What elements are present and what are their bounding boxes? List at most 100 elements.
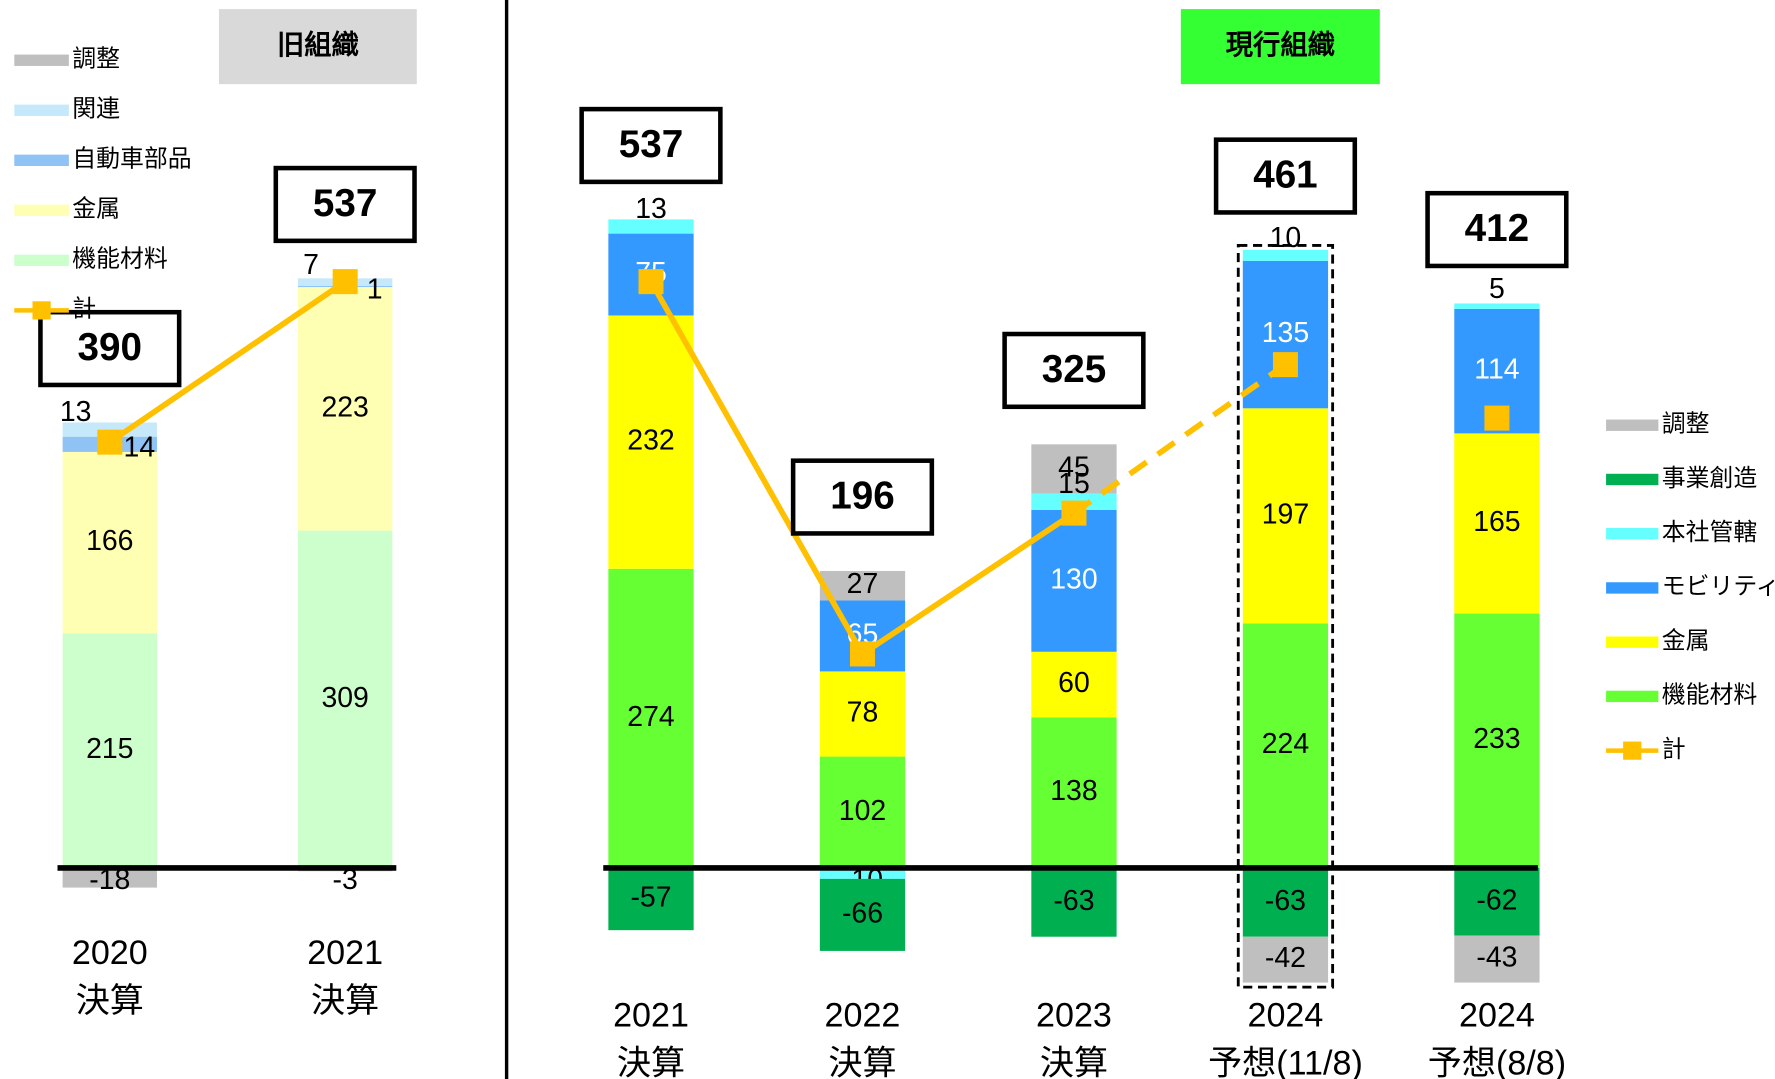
x-tick-label: 2022: [825, 997, 901, 1035]
total-box: [273, 165, 417, 244]
value-label: 60: [1058, 667, 1090, 699]
total-marker: [638, 269, 664, 295]
legend-label: 関連: [72, 96, 120, 123]
x-tick-label: 2020: [72, 934, 148, 972]
total-marker: [1484, 405, 1510, 431]
value-label: 197: [1262, 498, 1309, 530]
value-label: 135: [1262, 317, 1309, 349]
bar-segment: [1031, 444, 1117, 494]
value-label: -63: [1265, 885, 1306, 917]
total-marker: [1272, 352, 1298, 378]
x-tick-label: 決算: [617, 1044, 685, 1079]
title-box: [218, 9, 417, 85]
x-tick-label: 2023: [1036, 997, 1112, 1035]
bar-segment: [1242, 408, 1329, 624]
bar-segment: [1454, 303, 1540, 309]
total-label: 325: [1042, 348, 1106, 391]
x-tick-label: 2024: [1248, 997, 1324, 1035]
x-tick-label: 決算: [76, 982, 144, 1020]
value-label: 15: [1058, 468, 1090, 500]
bar-segment: [608, 867, 694, 931]
total-marker: [1061, 500, 1087, 526]
value-label: -57: [630, 882, 671, 914]
bar-segment: [819, 756, 906, 868]
x-tick-label: 2021: [613, 997, 689, 1035]
bar-segment: [62, 867, 157, 888]
value-label: 138: [1050, 775, 1097, 807]
x-tick-label: 2024: [1459, 997, 1535, 1035]
value-label: 13: [635, 193, 667, 225]
value-label: -62: [1476, 884, 1517, 916]
legend-marker: [32, 301, 51, 320]
bar-segment: [1242, 867, 1329, 937]
value-label: 166: [86, 525, 133, 557]
x-tick-label: 決算: [1040, 1044, 1108, 1079]
legend-label: 計: [72, 296, 96, 323]
x-tick-label: 予想(11/8): [1208, 1044, 1363, 1079]
value-label: 114: [1474, 354, 1519, 386]
value-label: 224: [1262, 728, 1309, 760]
total-marker: [97, 429, 123, 455]
total-label: 196: [830, 474, 894, 517]
legend-swatch: [1606, 690, 1659, 703]
legend-swatch: [14, 254, 69, 267]
legend-label: 金属: [1662, 627, 1710, 654]
x-tick-label: 決算: [311, 982, 379, 1020]
total-box: [1002, 331, 1146, 410]
value-label: 223: [321, 391, 368, 423]
total-label: 412: [1465, 207, 1529, 250]
bar-segment: [1454, 867, 1540, 936]
total-marker: [332, 269, 358, 295]
total-box: [790, 458, 935, 536]
value-label: 232: [627, 425, 674, 457]
bar-segment: [1454, 613, 1540, 868]
total-box: [38, 309, 182, 388]
bar-segment: [1031, 717, 1117, 868]
total-marker: [849, 641, 875, 667]
value-label: 102: [839, 795, 886, 827]
value-label: -43: [1476, 942, 1517, 974]
value-label: 215: [86, 733, 133, 765]
x-tick-label: 決算: [828, 1044, 896, 1079]
bar-segment: [1454, 433, 1540, 614]
legend-label: 事業創造: [1662, 465, 1758, 492]
chart-title: 現行組織: [1226, 29, 1335, 60]
total-line: [1072, 362, 1288, 516]
value-label: 233: [1473, 723, 1520, 755]
value-label: 309: [321, 682, 368, 714]
bar-segment: [1454, 935, 1540, 983]
value-label: -66: [842, 897, 883, 929]
legend-swatch: [14, 54, 69, 66]
value-label: 13: [60, 396, 92, 428]
bar-segment: [819, 570, 906, 601]
highlight-box: [1236, 244, 1335, 989]
value-label: -42: [1265, 942, 1306, 974]
value-label: 7: [303, 249, 319, 281]
bar-segment: [1242, 623, 1329, 868]
legend-swatch: [1606, 473, 1659, 486]
total-label: 461: [1253, 153, 1317, 196]
legend-label: 金属: [72, 196, 120, 223]
bar-segment: [1031, 651, 1117, 718]
total-box: [1425, 190, 1569, 269]
legend-swatch: [1606, 419, 1659, 431]
total-label: 537: [313, 182, 377, 225]
value-label: -63: [1053, 885, 1094, 917]
legend-label: 機能材料: [72, 246, 168, 273]
bar-segment: [62, 633, 157, 868]
bar-segment: [1242, 936, 1329, 983]
chart-title: 旧組織: [277, 29, 359, 60]
value-label: 165: [1473, 506, 1520, 538]
x-tick-label: 2021: [307, 934, 383, 972]
legend-label: 自動車部品: [72, 146, 191, 173]
legend-label: モビリティ: [1662, 573, 1775, 600]
total-box: [579, 106, 723, 185]
legend-swatch: [14, 104, 69, 116]
bar-segment: [608, 568, 694, 868]
total-line: [648, 280, 865, 656]
total-line: [860, 510, 1076, 657]
total-label: 390: [78, 326, 142, 369]
total-label: 537: [619, 123, 683, 166]
legend-swatch: [1606, 528, 1659, 540]
